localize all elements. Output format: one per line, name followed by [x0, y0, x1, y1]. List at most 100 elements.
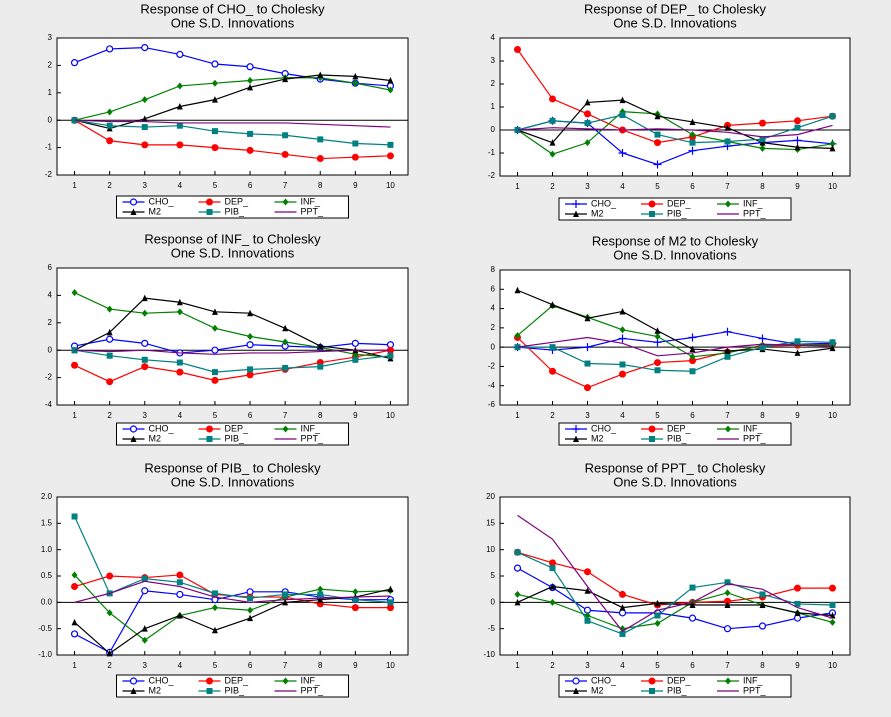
- y-tick-label: -5: [488, 624, 496, 633]
- marker: [282, 75, 289, 83]
- x-tick-label: 4: [620, 411, 625, 420]
- marker: [141, 294, 148, 302]
- legend-label: INF_: [743, 423, 763, 433]
- x-tick-label: 3: [143, 661, 148, 670]
- marker: [759, 139, 766, 146]
- marker: [211, 96, 218, 103]
- legend-label: INF_: [301, 675, 321, 685]
- marker: [549, 598, 556, 606]
- legend-label: DEP_: [667, 423, 692, 433]
- y-tick-label: -6: [488, 400, 496, 409]
- marker: [317, 342, 324, 350]
- marker: [724, 353, 731, 360]
- series-line: [517, 289, 833, 354]
- series-line: [74, 349, 391, 383]
- marker: [829, 344, 836, 352]
- x-tick-label: 3: [585, 661, 590, 670]
- marker: [282, 365, 289, 372]
- marker: [141, 575, 148, 582]
- chart-title: Response of PPT_ to Cholesky: [585, 460, 766, 475]
- series-line: [74, 46, 391, 87]
- x-tick-label: 1: [72, 411, 77, 420]
- marker: [649, 436, 655, 442]
- x-tick-label: 1: [515, 182, 520, 191]
- y-tick-label: 2: [48, 61, 53, 70]
- marker: [211, 626, 218, 634]
- legend-label: PIB_: [667, 208, 688, 218]
- marker: [106, 352, 113, 359]
- x-tick-label: 9: [795, 411, 800, 420]
- marker: [106, 137, 114, 145]
- marker: [317, 596, 324, 603]
- marker: [584, 568, 591, 576]
- series-line: [74, 588, 391, 655]
- marker: [794, 609, 801, 616]
- marker: [211, 308, 218, 315]
- x-tick-label: 10: [386, 411, 395, 420]
- marker: [246, 63, 254, 71]
- series-line: [517, 551, 833, 635]
- marker: [71, 361, 79, 369]
- marker: [317, 136, 324, 143]
- marker: [654, 359, 661, 367]
- marker: [619, 326, 626, 334]
- marker: [829, 339, 836, 346]
- marker: [654, 139, 661, 147]
- y-tick-label: -10: [483, 650, 495, 659]
- marker: [106, 305, 113, 313]
- x-tick-label: 5: [655, 411, 660, 420]
- marker: [514, 46, 521, 53]
- marker: [793, 136, 802, 145]
- legend-label: PPT_: [301, 206, 325, 216]
- chart-subtitle: One S.D. Innovations: [171, 15, 295, 30]
- marker: [106, 649, 113, 657]
- x-tick-label: 5: [213, 181, 218, 190]
- legend-label: PIB_: [225, 433, 246, 443]
- legend-label: M2: [149, 206, 162, 216]
- x-tick-label: 7: [725, 182, 730, 191]
- marker: [689, 601, 696, 608]
- plot-area: [499, 496, 851, 656]
- chart-subtitle: One S.D. Innovations: [171, 474, 295, 489]
- legend-label: M2: [591, 433, 604, 443]
- marker: [176, 359, 183, 366]
- marker: [352, 79, 359, 87]
- marker: [724, 589, 731, 597]
- marker: [282, 598, 289, 606]
- marker: [106, 572, 114, 580]
- marker: [106, 609, 113, 617]
- y-tick-label: -1: [488, 148, 496, 157]
- y-tick-label: 0: [491, 342, 496, 351]
- marker: [654, 612, 661, 619]
- marker: [317, 71, 324, 78]
- y-tick-label: -1.0: [38, 650, 52, 659]
- marker: [176, 308, 183, 316]
- marker: [689, 118, 696, 125]
- marker: [759, 601, 766, 608]
- marker: [649, 688, 655, 694]
- marker: [387, 585, 394, 593]
- marker: [584, 612, 591, 619]
- marker: [689, 353, 696, 361]
- marker: [648, 425, 656, 433]
- marker: [648, 200, 656, 208]
- y-tick-label: 6: [491, 284, 496, 293]
- marker: [654, 619, 661, 627]
- x-tick-label: 3: [585, 182, 590, 191]
- marker: [648, 677, 656, 685]
- marker: [724, 597, 731, 605]
- marker: [689, 368, 696, 375]
- marker: [572, 425, 580, 433]
- y-tick-label: -2: [45, 373, 53, 382]
- x-tick-label: 1: [72, 181, 77, 190]
- x-tick-label: 9: [795, 661, 800, 670]
- marker: [724, 601, 731, 608]
- marker: [584, 617, 591, 624]
- series-line: [517, 124, 833, 138]
- marker: [573, 687, 579, 694]
- x-tick-label: 6: [690, 661, 695, 670]
- marker: [247, 606, 254, 614]
- x-tick-label: 2: [550, 411, 555, 420]
- y-tick-label: 3: [491, 56, 496, 65]
- marker: [206, 209, 213, 215]
